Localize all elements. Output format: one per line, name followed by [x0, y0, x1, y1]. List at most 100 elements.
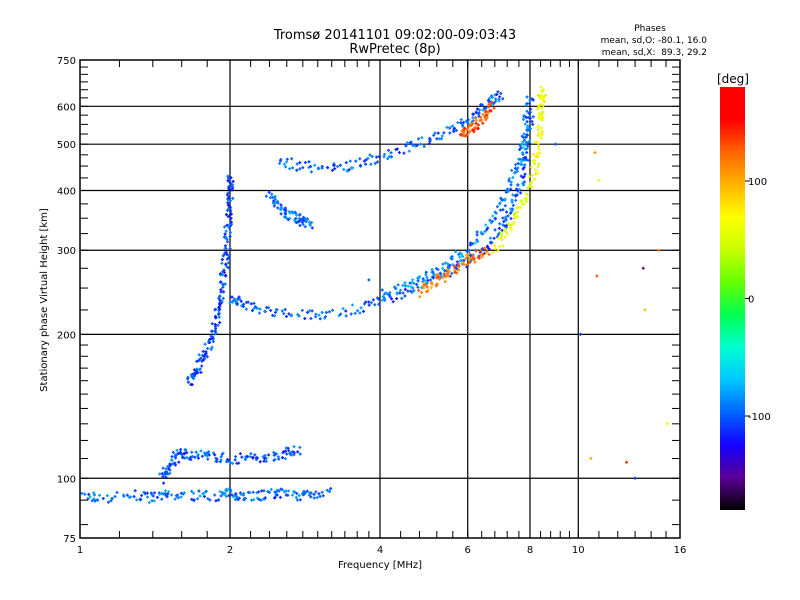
data-point — [509, 211, 513, 215]
data-point — [643, 308, 647, 312]
data-point — [516, 189, 520, 193]
data-point — [471, 255, 475, 259]
data-point — [525, 120, 529, 124]
data-point — [498, 245, 502, 249]
data-point — [487, 105, 491, 109]
data-point — [523, 197, 527, 201]
data-point — [356, 309, 360, 313]
data-point — [524, 140, 528, 144]
data-point — [181, 455, 185, 459]
data-point — [317, 492, 321, 496]
data-point — [258, 307, 262, 311]
data-point — [299, 217, 303, 221]
data-point — [166, 492, 170, 496]
data-point — [523, 143, 527, 147]
data-point — [436, 272, 440, 276]
data-point — [147, 501, 151, 505]
data-point — [457, 263, 460, 267]
data-point — [210, 329, 214, 333]
data-point — [478, 115, 482, 119]
data-point — [338, 163, 342, 167]
data-point — [288, 452, 292, 456]
data-point — [505, 232, 509, 236]
data-point — [170, 455, 174, 459]
data-point — [330, 168, 334, 172]
data-point — [242, 302, 246, 306]
data-point — [288, 167, 292, 171]
data-point — [307, 165, 311, 169]
data-point — [500, 198, 504, 202]
x-tick-label: 6 — [465, 545, 471, 556]
data-point — [435, 282, 439, 286]
data-point — [213, 493, 217, 497]
data-point — [486, 244, 490, 248]
data-point — [406, 284, 410, 288]
data-point — [222, 290, 226, 294]
data-point — [411, 286, 415, 290]
data-point — [393, 285, 397, 289]
data-point — [432, 272, 436, 276]
data-point — [521, 182, 525, 186]
data-point — [527, 111, 531, 115]
data-point — [476, 239, 480, 243]
data-point — [344, 314, 348, 318]
data-point — [203, 453, 207, 457]
data-point — [426, 278, 430, 282]
data-point — [389, 151, 393, 155]
data-point — [282, 312, 286, 316]
data-point — [536, 171, 540, 175]
data-point — [254, 456, 258, 460]
data-point — [320, 166, 324, 170]
data-point — [345, 169, 349, 173]
data-point — [205, 355, 209, 359]
series-x-trace-green — [491, 85, 547, 255]
data-point — [214, 326, 218, 330]
data-point — [461, 254, 465, 258]
data-point — [657, 248, 661, 252]
data-point — [415, 144, 419, 148]
data-point — [179, 491, 183, 495]
data-point — [310, 226, 314, 230]
data-point — [303, 491, 307, 495]
data-point — [113, 495, 117, 499]
data-point — [209, 334, 213, 338]
data-point — [478, 108, 482, 112]
data-point — [216, 312, 220, 316]
data-point — [436, 131, 440, 135]
data-point — [223, 282, 227, 286]
data-point — [418, 295, 422, 299]
data-point — [473, 260, 477, 264]
data-point — [301, 166, 305, 170]
data-point — [90, 499, 94, 503]
data-point — [428, 138, 432, 142]
series-sporadic — [367, 142, 669, 480]
data-point — [496, 249, 500, 253]
data-point — [318, 494, 322, 498]
data-point — [224, 250, 228, 254]
data-point — [206, 457, 210, 461]
data-point — [200, 364, 204, 368]
data-point — [192, 377, 196, 381]
data-point — [216, 323, 220, 327]
data-point — [179, 495, 183, 499]
data-point — [439, 272, 443, 276]
data-point — [325, 165, 329, 169]
data-point — [521, 117, 525, 121]
data-point — [515, 187, 519, 191]
data-point — [516, 183, 520, 187]
data-point — [492, 236, 496, 240]
data-point — [320, 490, 324, 494]
data-point — [255, 306, 259, 310]
stats-heading: Phases — [634, 24, 666, 34]
data-point — [221, 273, 225, 277]
data-point — [287, 489, 291, 493]
data-point — [98, 493, 102, 497]
data-point — [228, 488, 232, 492]
data-point — [186, 377, 190, 381]
data-point — [227, 226, 231, 230]
data-point — [312, 496, 316, 500]
data-point — [225, 487, 229, 491]
data-point — [222, 268, 226, 272]
data-point — [196, 371, 200, 375]
data-point — [524, 115, 528, 119]
